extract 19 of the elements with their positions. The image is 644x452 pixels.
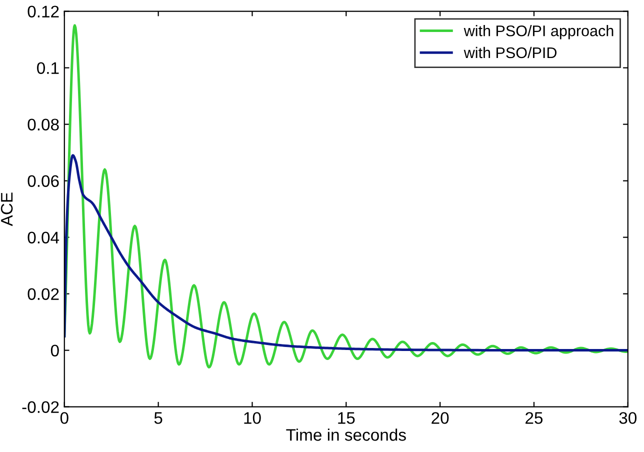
legend-label: with PSO/PID [464,46,557,58]
legend-label: with PSO/PI approach [464,25,614,40]
x-tick-label: 30 [619,412,637,424]
x-tick-label: 10 [244,412,261,424]
y-tick-label: 0.12 [28,6,59,18]
y-tick-label: 0.06 [28,175,59,188]
x-tick-label: 5 [154,412,162,424]
x-axis-title: Time in seconds [286,428,406,441]
y-tick-label: 0 [50,344,59,357]
y-tick-label: 0.08 [28,118,59,131]
x-tick-label: 20 [432,412,449,424]
x-tick-label: 25 [526,412,543,424]
x-tick-label: 0 [60,412,68,424]
y-tick-label: -0.02 [22,401,59,414]
y-tick-label: 0.1 [37,62,59,74]
x-tick-label: 15 [338,412,355,424]
y-tick-label: 0.02 [28,288,59,300]
y-tick-label: 0.04 [28,232,60,244]
y-axis-title: ACE [0,192,13,226]
